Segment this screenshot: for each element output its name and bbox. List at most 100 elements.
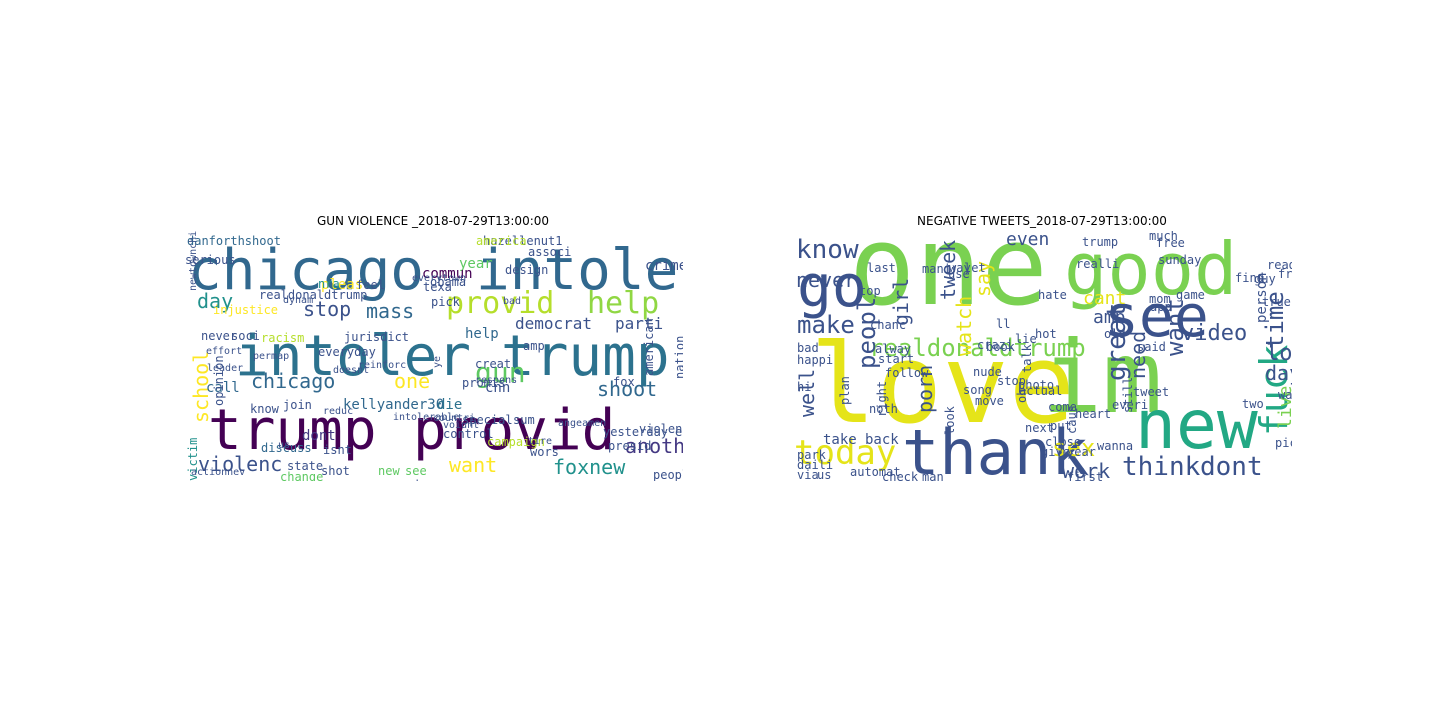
word: educ — [675, 425, 683, 439]
word: wanna — [1097, 439, 1134, 453]
word: see — [1104, 282, 1209, 350]
word: good — [1064, 231, 1238, 311]
word: find — [1235, 271, 1264, 285]
word: campaign — [487, 435, 545, 449]
word: day — [197, 289, 234, 313]
word: take — [823, 432, 857, 448]
word: serious — [185, 253, 236, 267]
word: reinforc — [358, 360, 407, 371]
word: democrat — [515, 314, 593, 333]
word: fox — [613, 375, 635, 389]
word: pic — [1275, 436, 1292, 450]
word: everytown — [412, 273, 467, 284]
word: close — [1045, 435, 1082, 449]
word: think — [1122, 452, 1201, 481]
word: man — [922, 470, 944, 481]
word: reduc — [323, 406, 354, 417]
word: go — [797, 252, 867, 320]
word: video — [1181, 321, 1248, 346]
word: stop — [997, 374, 1026, 388]
word: intolerable — [393, 412, 460, 423]
word: injustice — [213, 303, 279, 317]
word: realdonaldtrump — [869, 334, 1086, 362]
word: thank — [902, 416, 1089, 482]
word: mani — [922, 262, 951, 276]
negative-tweets-wordcloud: one good love im go see new thank today realdonal… — [792, 231, 1292, 481]
word: im — [1042, 319, 1163, 436]
word: america — [476, 234, 527, 248]
gun-violence-wordcloud: chicagointolerintolertrumptrumpprovidpro… — [183, 231, 683, 481]
word: provid — [413, 398, 616, 463]
word: via — [797, 468, 819, 481]
word: mom — [1149, 292, 1171, 306]
word: true — [1262, 295, 1291, 309]
word: amp — [523, 339, 545, 353]
word: first — [1067, 470, 1104, 481]
word: said — [1137, 340, 1166, 354]
word: help — [587, 286, 660, 321]
word: foxnew — [553, 455, 626, 479]
word: song — [963, 383, 992, 397]
word: peopl — [653, 468, 683, 481]
word: plan — [838, 376, 852, 405]
word: need — [1126, 330, 1150, 379]
word: happi — [797, 353, 834, 367]
word: come — [1048, 400, 1077, 414]
word: give — [1041, 445, 1070, 459]
word: design — [505, 263, 549, 277]
word: work — [1062, 459, 1111, 481]
word: obama — [430, 275, 467, 289]
word: danforthshoot — [187, 234, 281, 248]
word: tire — [528, 436, 553, 447]
word: isnt — [323, 443, 352, 457]
word: discuss — [261, 441, 312, 455]
word: nra — [318, 277, 340, 291]
word: alway — [875, 342, 912, 356]
word: last — [867, 261, 896, 275]
word: daili — [797, 458, 834, 472]
word: trump — [1082, 235, 1119, 249]
word: effort — [206, 346, 243, 357]
word: one — [849, 231, 1048, 330]
word: see — [405, 464, 427, 478]
word: noth — [869, 402, 898, 416]
word: heart — [1075, 407, 1112, 421]
word: dynam — [283, 295, 314, 306]
word: trump — [208, 398, 377, 463]
word: follow — [885, 366, 929, 380]
word: associ — [528, 245, 572, 259]
word: year — [459, 256, 493, 272]
word: join — [283, 398, 312, 412]
word: watch — [952, 295, 976, 356]
word: us — [817, 468, 832, 481]
word: mass — [366, 299, 415, 323]
word: love — [810, 320, 1075, 448]
word: caus — [1065, 405, 1079, 434]
word: american — [642, 318, 656, 376]
word: sunday — [1158, 253, 1202, 267]
word: lie — [1015, 332, 1037, 346]
word: help — [465, 326, 499, 342]
word: still — [1121, 376, 1135, 413]
word: control — [443, 427, 494, 441]
word: bad — [797, 341, 819, 355]
word: chicago — [251, 369, 336, 393]
word: realli — [1076, 257, 1120, 271]
word: let — [964, 261, 986, 275]
word: back — [865, 432, 899, 448]
word: lol — [1266, 341, 1292, 366]
word: top — [859, 284, 881, 298]
word: us — [278, 440, 291, 451]
word: yesterday — [603, 425, 669, 439]
word: respons — [475, 375, 518, 386]
word: angeamen — [558, 418, 607, 429]
word: texa — [423, 280, 452, 294]
word: put — [1050, 419, 1072, 433]
word: free — [1156, 236, 1185, 250]
word: actionnev — [191, 467, 246, 478]
word: know — [250, 402, 279, 416]
word: ye — [432, 355, 443, 368]
word: intoler — [476, 238, 683, 303]
word: never — [796, 268, 857, 292]
word: game — [1176, 288, 1205, 302]
